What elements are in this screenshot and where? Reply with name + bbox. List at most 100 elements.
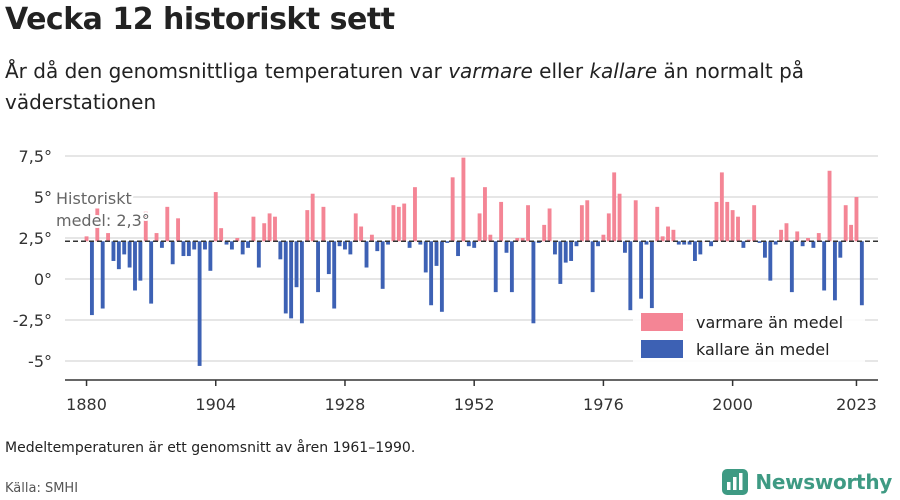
- warm-bar: [310, 193, 315, 242]
- legend: varmare än medel kallare än medel: [633, 308, 865, 370]
- warm-bar: [736, 216, 740, 242]
- warm-bar: [483, 187, 487, 242]
- warm-bar: [359, 226, 364, 242]
- cold-bar: [289, 241, 294, 319]
- warm-bar: [413, 187, 417, 242]
- cold-bar: [757, 241, 762, 243]
- cold-bar: [127, 241, 132, 268]
- cold-bar: [623, 241, 627, 253]
- cold-bar: [203, 241, 207, 250]
- subtitle-cold-word: kallare: [589, 59, 658, 83]
- warm-bar: [784, 223, 789, 242]
- x-tick-label: 1880: [66, 395, 107, 414]
- warm-bar: [515, 238, 520, 242]
- cold-bar: [698, 241, 703, 255]
- cold-bar: [256, 241, 261, 268]
- cold-bar: [762, 241, 767, 258]
- legend-warm-swatch: [641, 313, 683, 331]
- cold-bar: [186, 241, 191, 257]
- x-tick-label: 1928: [325, 395, 366, 414]
- warm-bar: [262, 223, 267, 242]
- cold-bar: [418, 241, 423, 245]
- warm-bar: [660, 236, 665, 242]
- cold-bar: [240, 241, 245, 255]
- cold-bar: [208, 241, 213, 271]
- cold-bar: [773, 241, 778, 245]
- cold-bar: [832, 241, 837, 301]
- legend-cold-label: kallare än medel: [696, 340, 830, 359]
- cold-bar: [596, 241, 600, 247]
- y-tick-label: -5°: [28, 352, 52, 371]
- cold-bar: [283, 241, 288, 314]
- brand: Newsworthy: [722, 469, 892, 495]
- cold-bar: [149, 241, 154, 304]
- chart-title: Vecka 12 historiskt sett: [5, 2, 395, 37]
- cold-bar: [493, 241, 498, 293]
- warm-bar: [725, 201, 730, 242]
- cold-bar: [133, 241, 137, 291]
- y-tick-label: 5°: [34, 188, 52, 207]
- warm-bar: [273, 216, 277, 242]
- cold-bar: [563, 241, 568, 263]
- cold-bar: [687, 241, 692, 245]
- cold-bar: [89, 241, 94, 316]
- cold-bar: [332, 241, 337, 309]
- warm-bar: [143, 211, 148, 242]
- cold-bar: [429, 241, 434, 306]
- warm-bar: [251, 216, 256, 242]
- cold-bar: [100, 241, 105, 309]
- cold-bar: [682, 241, 687, 245]
- warm-bar: [391, 205, 396, 242]
- warm-bar: [165, 206, 170, 242]
- warm-bar: [213, 192, 218, 242]
- warm-bar: [806, 238, 810, 242]
- cold-bar: [159, 241, 164, 248]
- cold-bar: [800, 241, 805, 247]
- warm-bar: [617, 193, 622, 242]
- cold-bar: [278, 241, 283, 260]
- y-axis-labels: 7,5° 5° 2,5° 0° -2,5° -5°: [13, 147, 52, 371]
- subtitle-warm-word: varmare: [448, 59, 533, 83]
- warm-bar: [827, 170, 832, 242]
- cold-bar: [197, 241, 202, 366]
- warm-bar: [730, 210, 735, 242]
- x-tick-label: 2000: [712, 395, 753, 414]
- cold-bar: [504, 241, 509, 253]
- y-tick-label: 2,5°: [19, 229, 52, 248]
- cold-bar: [509, 241, 514, 293]
- cold-bar: [343, 241, 347, 250]
- cold-bar: [768, 241, 773, 281]
- cold-bar: [294, 241, 299, 288]
- x-axis-ticks: 1880 1904 1928 1952 1976 2000 2023: [66, 380, 877, 414]
- cold-bar: [299, 241, 304, 324]
- cold-bar: [229, 241, 234, 250]
- warm-bar: [579, 205, 584, 242]
- cold-bar: [111, 241, 116, 261]
- cold-bar: [423, 241, 428, 273]
- warm-bar: [542, 224, 547, 242]
- cold-bar: [326, 241, 331, 275]
- cold-bar: [380, 241, 385, 289]
- warm-bar: [396, 206, 401, 242]
- cold-bar: [170, 241, 175, 265]
- cold-bar: [693, 241, 697, 261]
- warm-bar: [488, 234, 493, 242]
- cold-bar: [138, 241, 143, 281]
- warm-bar: [450, 177, 455, 242]
- cold-bar: [709, 241, 714, 247]
- cold-bar: [364, 241, 369, 268]
- warm-bar: [321, 206, 326, 242]
- warm-bar: [305, 210, 310, 242]
- bar-chart: 7,5° 5° 2,5° 0° -2,5° -5° Historiskt medel: 2,…: [13, 147, 878, 414]
- cold-bar: [439, 241, 444, 312]
- cold-bar: [536, 241, 541, 243]
- cold-bar: [246, 241, 250, 248]
- warm-bar: [526, 205, 530, 242]
- warm-bar: [854, 197, 859, 242]
- warm-bar: [585, 200, 590, 242]
- cold-bar: [569, 241, 574, 261]
- footnote: Medeltemperaturen är ett genomsnitt av å…: [5, 440, 416, 456]
- cold-bar: [181, 241, 186, 257]
- chart-subtitle: År då den genomsnittliga temperaturen va…: [5, 56, 865, 118]
- warm-bar: [746, 239, 751, 242]
